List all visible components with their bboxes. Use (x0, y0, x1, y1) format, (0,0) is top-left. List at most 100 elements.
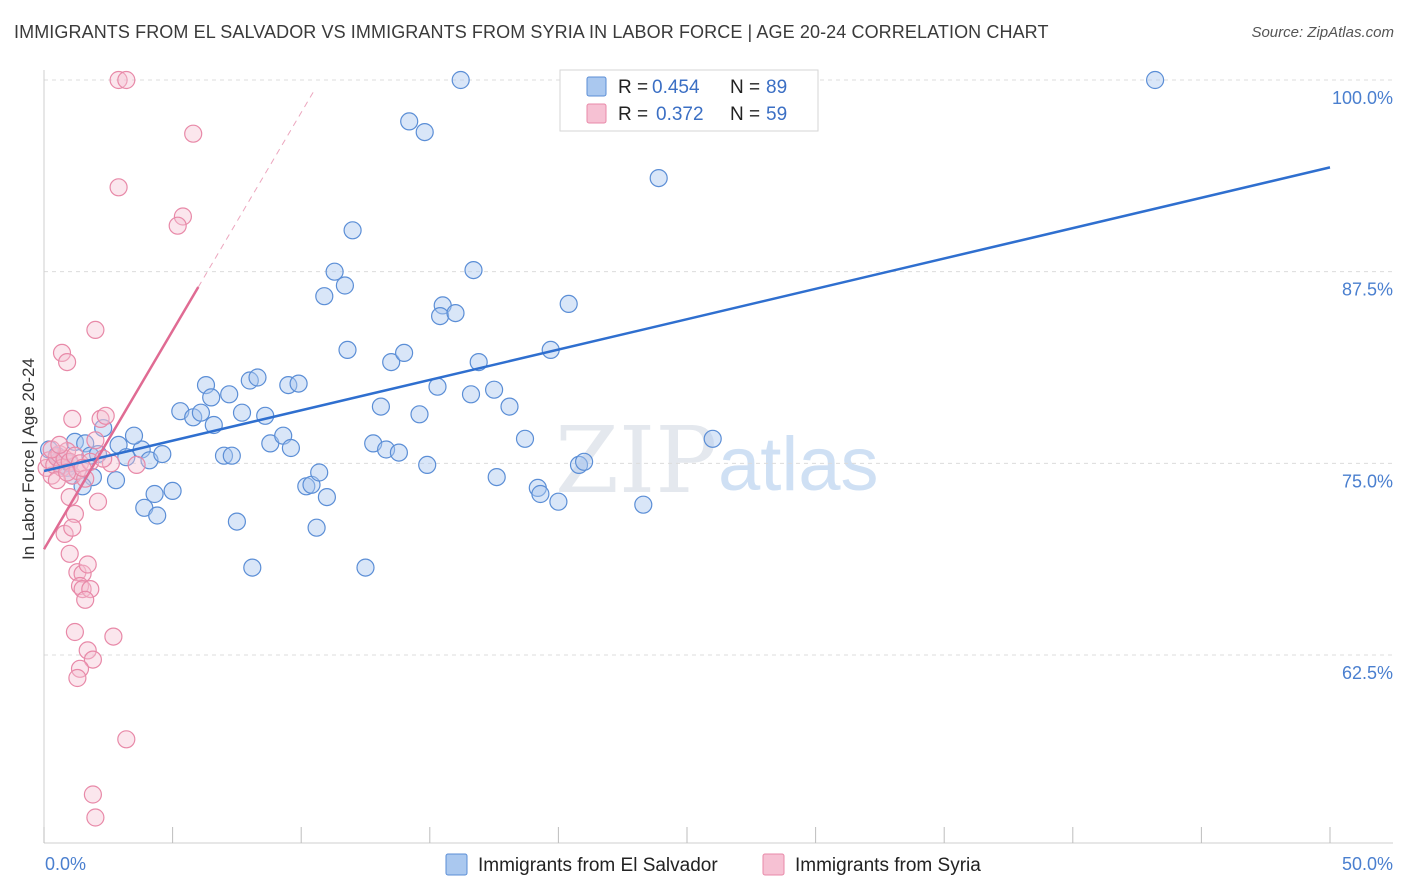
point-syria-30 (63, 518, 82, 537)
point-el-salvador-75 (515, 429, 535, 448)
point-el-salvador-20 (106, 471, 126, 490)
point-el-salvador-82 (574, 452, 594, 471)
legend-swatch-syria (586, 103, 607, 124)
series-syria-points (37, 70, 203, 827)
point-syria-49 (109, 70, 128, 90)
point-syria-14 (47, 471, 67, 490)
point-syria-32 (60, 544, 79, 563)
point-syria-20 (63, 409, 82, 428)
point-syria-23 (127, 455, 146, 474)
point-el-salvador-43 (310, 463, 329, 482)
point-syria-50 (117, 70, 136, 90)
point-el-salvador-61 (410, 405, 429, 424)
source-label: Source: ZipAtlas.com (1251, 24, 1394, 41)
point-el-salvador-70 (464, 261, 483, 280)
point-el-salvador-46 (227, 512, 246, 531)
point-syria-41 (78, 641, 97, 660)
point-el-salvador-72 (485, 380, 504, 399)
point-syria-52 (109, 178, 128, 197)
point-el-salvador-67 (446, 304, 465, 323)
point-el-salvador-47 (243, 558, 262, 577)
point-syria-39 (76, 590, 95, 609)
bottom-legend-swatch-syria (762, 853, 785, 876)
bottom-legend-swatch-el-salvador (445, 853, 468, 876)
point-syria-21 (96, 406, 115, 425)
bottom-legend-label-syria: Immigrants from Syria (795, 855, 981, 876)
legend-r-label-2: R = (618, 104, 648, 125)
point-el-salvador-34 (248, 368, 267, 387)
legend-swatch-el-salvador (586, 76, 607, 97)
watermark-atlas: atlas (718, 422, 879, 507)
point-el-salvador-73 (487, 468, 506, 487)
point-el-salvador-59 (395, 343, 414, 362)
point-el-salvador-74 (500, 397, 519, 416)
point-el-salvador-22 (124, 426, 144, 445)
point-el-salvador-57 (382, 353, 401, 372)
point-el-salvador-27 (202, 388, 221, 407)
point-el-salvador-53 (356, 558, 375, 577)
point-syria-38 (81, 579, 100, 599)
point-el-salvador-51 (338, 340, 357, 359)
chart-title: IMMIGRANTS FROM EL SALVADOR VS IMMIGRANT… (14, 22, 1049, 42)
trend-lines (42, 90, 1331, 550)
point-el-salvador-60 (400, 112, 419, 131)
y-tick-labels: 62.5% 75.0% 87.5% 100.0% (1332, 88, 1393, 683)
point-syria-45 (104, 627, 123, 646)
point-el-salvador-80 (559, 294, 578, 313)
point-syria-51 (184, 124, 203, 143)
point-syria-31 (88, 492, 108, 511)
point-el-salvador-31 (222, 446, 241, 465)
point-el-salvador-39 (281, 438, 300, 458)
point-el-salvador-50 (335, 276, 354, 295)
x-ticks (43, 827, 1331, 843)
point-syria-25 (57, 353, 77, 372)
y-axis-label: In Labor Force | Age 20-24 (19, 358, 38, 560)
legend-n-value-2: 59 (766, 104, 787, 125)
point-el-salvador-30 (220, 385, 239, 404)
point-el-salvador-45 (307, 518, 326, 537)
point-el-salvador-66 (431, 307, 450, 326)
point-el-salvador-25 (191, 403, 210, 422)
point-el-salvador-35 (256, 406, 275, 425)
point-syria-26 (86, 320, 105, 339)
legend-n-label-1: N = (730, 77, 760, 98)
point-syria-28 (65, 504, 85, 524)
series-el-salvador-points (39, 70, 1165, 577)
point-el-salvador-29 (214, 446, 234, 465)
point-el-salvador-52 (343, 221, 362, 240)
point-el-salvador-69 (461, 385, 481, 404)
point-el-salvador-68 (451, 70, 470, 90)
trend-line-el-salvador (43, 166, 1331, 473)
stats-legend: R = 0.454 N = 89 R = 0.372 N = 59 (559, 69, 819, 132)
point-syria-24 (52, 343, 72, 362)
x-tick-label-min: 0.0% (45, 854, 86, 874)
point-el-salvador-58 (389, 443, 408, 462)
point-syria-54 (168, 216, 187, 235)
point-syria-42 (83, 650, 103, 669)
point-syria-47 (83, 785, 103, 804)
point-el-salvador-48 (315, 287, 334, 306)
watermark-zip: ZIP (555, 407, 717, 514)
legend-n-label-2: N = (730, 104, 760, 125)
point-el-salvador-32 (232, 403, 252, 422)
point-syria-35 (70, 576, 90, 596)
watermark: ZIP atlas (555, 407, 879, 514)
point-el-salvador-86 (1145, 70, 1165, 90)
point-el-salvador-81 (569, 455, 589, 474)
point-el-salvador-16 (145, 484, 164, 504)
point-syria-46 (117, 730, 136, 749)
point-syria-56 (50, 435, 69, 454)
y-tick-label-3: 100.0% (1332, 88, 1393, 108)
point-el-salvador-15 (153, 445, 172, 464)
legend-n-value-1: 89 (766, 77, 787, 98)
point-syria-48 (86, 808, 105, 827)
point-el-salvador-40 (289, 374, 308, 393)
bottom-legend-label-el-salvador: Immigrants from El Salvador (478, 855, 718, 876)
x-tick-label-max: 50.0% (1342, 854, 1393, 874)
point-el-salvador-77 (531, 484, 550, 504)
trend-line-syria-extension (197, 90, 315, 288)
point-el-salvador-62 (415, 123, 434, 142)
legend-r-value-1: 0.454 (652, 77, 700, 98)
point-el-salvador-79 (549, 492, 568, 511)
